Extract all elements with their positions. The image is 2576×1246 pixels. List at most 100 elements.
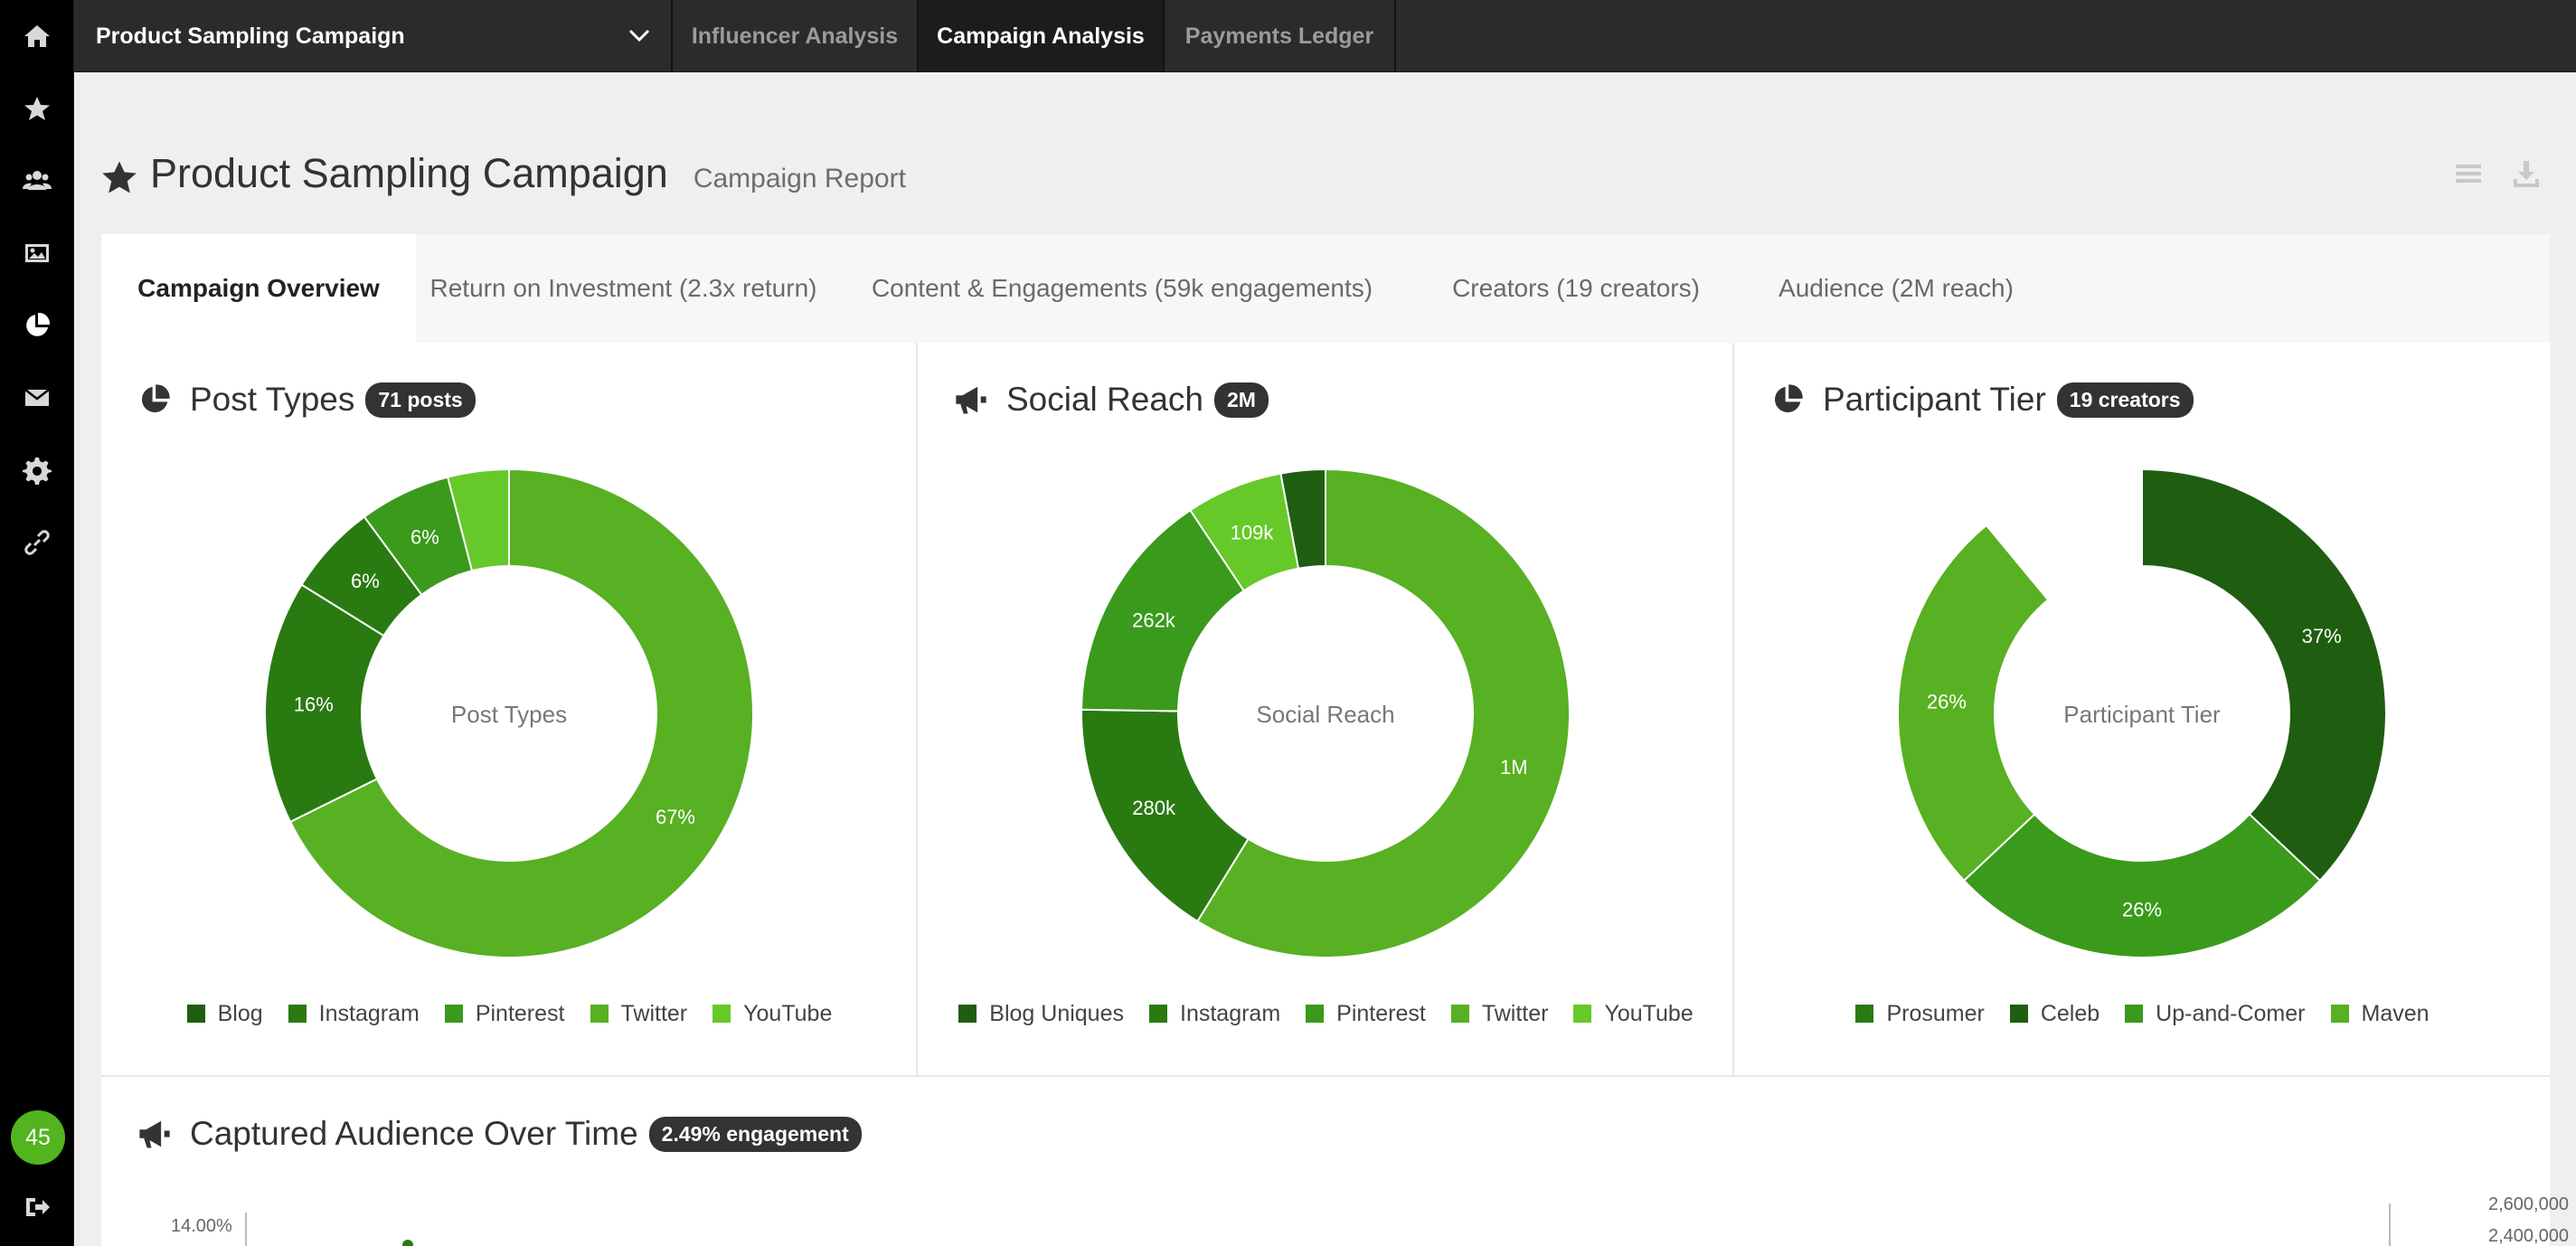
- download-icon[interactable]: [2512, 159, 2544, 192]
- legend-item[interactable]: Blog: [186, 1000, 263, 1027]
- legend-item[interactable]: Instagram: [1149, 1001, 1280, 1027]
- notification-badge[interactable]: 45: [11, 1110, 65, 1165]
- slice-label: 1M: [1500, 756, 1528, 779]
- donut-slice-blog[interactable]: [264, 583, 385, 824]
- count-badge: 19 creators: [2056, 382, 2194, 418]
- tab-return-on-investment[interactable]: Return on Investment (2.3x return): [429, 274, 817, 302]
- donut-slice-twitter[interactable]: [1279, 467, 1326, 570]
- legend-swatch: [2125, 1005, 2144, 1023]
- slice-label: 6%: [351, 570, 380, 592]
- legend-item[interactable]: Blog Uniques: [958, 1001, 1124, 1027]
- donut-slice-up-and-comer[interactable]: [1897, 524, 2050, 883]
- data-point[interactable]: [402, 1240, 413, 1246]
- y-axis-tick-left: 14.00%: [171, 1216, 232, 1236]
- legend-item[interactable]: Maven: [2330, 1000, 2430, 1027]
- slice-label: 109k: [1231, 521, 1275, 543]
- page-title: Product Sampling Campaign: [150, 150, 668, 196]
- tab-audience[interactable]: Audience (2M reach): [1779, 274, 2014, 302]
- legend-swatch: [1450, 1005, 1469, 1023]
- legend-label: YouTube: [1604, 1000, 1694, 1026]
- legend-swatch: [186, 1005, 205, 1023]
- legend: Blog Instagram Pinterest Twitter YouTube: [101, 996, 918, 1032]
- donut-center-label: Social Reach: [1256, 701, 1394, 728]
- envelope-icon[interactable]: [0, 371, 74, 425]
- link-icon[interactable]: [0, 515, 74, 570]
- tab-content-engagements[interactable]: Content & Engagements (59k engagements): [871, 274, 1373, 302]
- donut-slice-youtube[interactable]: [288, 467, 754, 958]
- slice-label: 67%: [656, 806, 695, 828]
- campaign-selector[interactable]: Product Sampling Campaign: [74, 0, 673, 72]
- captured-audience-section: Captured Audience Over Time 2.49% engage…: [101, 1075, 2569, 1246]
- donut-svg: 67% 16% 6% 6% Post Types: [264, 467, 754, 958]
- legend-item[interactable]: Twitter: [590, 1001, 687, 1027]
- count-badge: 2M: [1214, 382, 1269, 418]
- star-icon[interactable]: [0, 81, 74, 136]
- donut-slice-celeb[interactable]: [1962, 813, 2322, 958]
- legend: Blog Uniques Instagram Pinterest Twitter You…: [918, 996, 1734, 1032]
- donut-slice-youtube[interactable]: [1195, 467, 1571, 958]
- post-types-donut-chart: 67% 16% 6% 6% Post Types: [101, 451, 918, 976]
- legend-label: YouTube: [743, 1000, 833, 1026]
- legend-item[interactable]: Instagram: [288, 1001, 420, 1027]
- users-icon[interactable]: [0, 154, 74, 208]
- legend-item[interactable]: YouTube: [1573, 1000, 1694, 1027]
- panel-title-text: Captured Audience Over Time: [190, 1115, 638, 1152]
- y-axis-line-right: [2389, 1204, 2391, 1246]
- gear-icon[interactable]: [0, 443, 74, 497]
- legend: Prosumer Celeb Up-and-Comer Maven: [1734, 996, 2551, 1032]
- legend-swatch: [2330, 1005, 2349, 1023]
- legend-label: Maven: [2361, 1000, 2430, 1026]
- donut-center-label: Participant Tier: [2063, 701, 2221, 728]
- donut-slice-blog-uniques[interactable]: [1080, 708, 1250, 923]
- legend-label: Twitter: [1481, 1000, 1549, 1026]
- pie-chart-icon: [1770, 382, 1805, 417]
- slice-label: 26%: [1927, 690, 1967, 713]
- legend-label: Blog: [217, 1000, 263, 1026]
- nav-tab-campaign-analysis[interactable]: Campaign Analysis: [919, 0, 1165, 72]
- panel-title: Captured Audience Over Time 2.49% engage…: [137, 1113, 862, 1155]
- panel-title-text: Social Reach: [1006, 381, 1204, 418]
- post-types-panel: Post Types 71 posts 67% 16% 6% 6% Post Types…: [101, 343, 918, 1075]
- donut-slice-prosumer[interactable]: [2141, 467, 2387, 883]
- y-axis-tick-right: 2,600,000: [2488, 1194, 2569, 1214]
- legend-swatch: [2009, 1005, 2028, 1023]
- slice-label: 37%: [2302, 625, 2342, 647]
- slice-label: 6%: [410, 526, 439, 549]
- legend-label: Instagram: [1180, 1000, 1281, 1026]
- donut-slice-instagram[interactable]: [1080, 508, 1246, 713]
- legend-item[interactable]: Up-and-Comer: [2125, 1000, 2306, 1027]
- legend-swatch: [1149, 1005, 1167, 1023]
- nav-tab-influencer-analysis[interactable]: Influencer Analysis: [673, 0, 919, 72]
- legend-label: Pinterest: [1336, 1000, 1426, 1026]
- tab-creators[interactable]: Creators (19 creators): [1452, 274, 1700, 302]
- home-icon[interactable]: [0, 9, 74, 63]
- pie-chart-icon[interactable]: [0, 298, 74, 353]
- pie-chart-icon: [137, 382, 172, 417]
- list-menu-icon[interactable]: [2454, 159, 2486, 192]
- participant-tier-panel: Participant Tier 19 creators 37% 26% 26% Pa…: [1734, 343, 2550, 1075]
- legend-item[interactable]: Twitter: [1450, 1000, 1549, 1027]
- legend-item[interactable]: Prosumer: [1855, 1001, 1985, 1027]
- participant-tier-donut-chart: 37% 26% 26% Participant Tier: [1734, 451, 2551, 976]
- legend-label: Up-and-Comer: [2156, 1000, 2306, 1026]
- nav-tab-payments-ledger[interactable]: Payments Ledger: [1165, 0, 1396, 72]
- chevron-down-icon: [627, 25, 651, 45]
- legend-item[interactable]: Celeb: [2009, 1000, 2100, 1027]
- y-axis-tick-right: 2,400,000: [2488, 1226, 2569, 1246]
- top-navigation: Product Sampling Campaign Influencer Ana…: [74, 0, 2576, 72]
- legend-swatch: [288, 1005, 307, 1023]
- panel-title: Post Types 71 posts: [137, 379, 476, 420]
- legend-swatch: [590, 1005, 609, 1023]
- panel-title-text: Post Types: [190, 381, 355, 418]
- logout-icon[interactable]: [0, 1180, 74, 1234]
- legend-item[interactable]: Pinterest: [444, 1001, 565, 1027]
- favorite-star-icon[interactable]: [101, 159, 137, 195]
- legend-swatch: [712, 1005, 731, 1023]
- legend-item[interactable]: YouTube: [712, 1001, 832, 1027]
- tab-campaign-overview[interactable]: Campaign Overview: [101, 234, 416, 343]
- legend-item[interactable]: Pinterest: [1306, 1001, 1426, 1027]
- legend-label: Celeb: [2040, 1000, 2100, 1026]
- campaign-selector-label: Product Sampling Campaign: [96, 23, 405, 49]
- donut-slice-twitter[interactable]: [446, 467, 510, 572]
- image-icon[interactable]: [0, 226, 74, 280]
